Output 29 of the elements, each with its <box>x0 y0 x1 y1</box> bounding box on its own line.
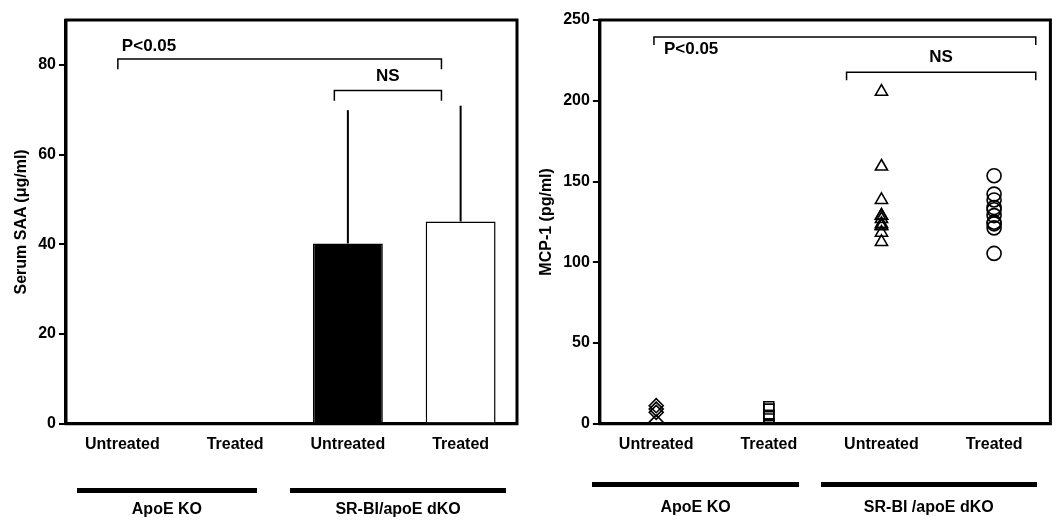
y-tick-label: 0 <box>47 414 57 432</box>
y-axis-title: Serum SAA (μg/ml) <box>12 149 30 295</box>
annotation: NS <box>376 65 400 85</box>
text: ApoE KO <box>131 500 203 518</box>
annotation: NS <box>929 47 953 67</box>
y-tick-label: 200 <box>563 91 590 109</box>
x-tick-label: Treated <box>740 434 798 452</box>
annotation: P<0.05 <box>663 39 719 59</box>
y-tick-label: 150 <box>563 171 590 189</box>
annotation: P<0.05 <box>121 36 177 56</box>
y-tick-label: 250 <box>563 10 590 28</box>
text: SR-BI/apoE dKO <box>335 500 461 518</box>
x-tick-label: Untreated <box>310 434 386 452</box>
x-tick-label: Treated <box>432 434 490 452</box>
y-tick-label: 100 <box>563 252 590 270</box>
x-tick-label: Untreated <box>844 434 919 452</box>
text: ApoE KO <box>660 498 731 516</box>
x-tick-label: Untreated <box>85 434 160 452</box>
text: SR-BI /apoE dKO <box>863 498 994 516</box>
y-tick-label: 40 <box>38 234 57 252</box>
y-tick-label: 20 <box>38 324 57 342</box>
y-tick-label: 50 <box>572 333 590 351</box>
y-axis-title: MCP-1 (pg/ml) <box>537 168 555 276</box>
x-tick-label: Treated <box>206 434 264 452</box>
y-tick-label: 80 <box>38 55 57 73</box>
y-tick-label: 60 <box>38 145 57 163</box>
x-tick-label: Untreated <box>618 434 694 452</box>
y-tick-label: 0 <box>580 414 590 432</box>
x-tick-label: Treated <box>965 434 1023 452</box>
